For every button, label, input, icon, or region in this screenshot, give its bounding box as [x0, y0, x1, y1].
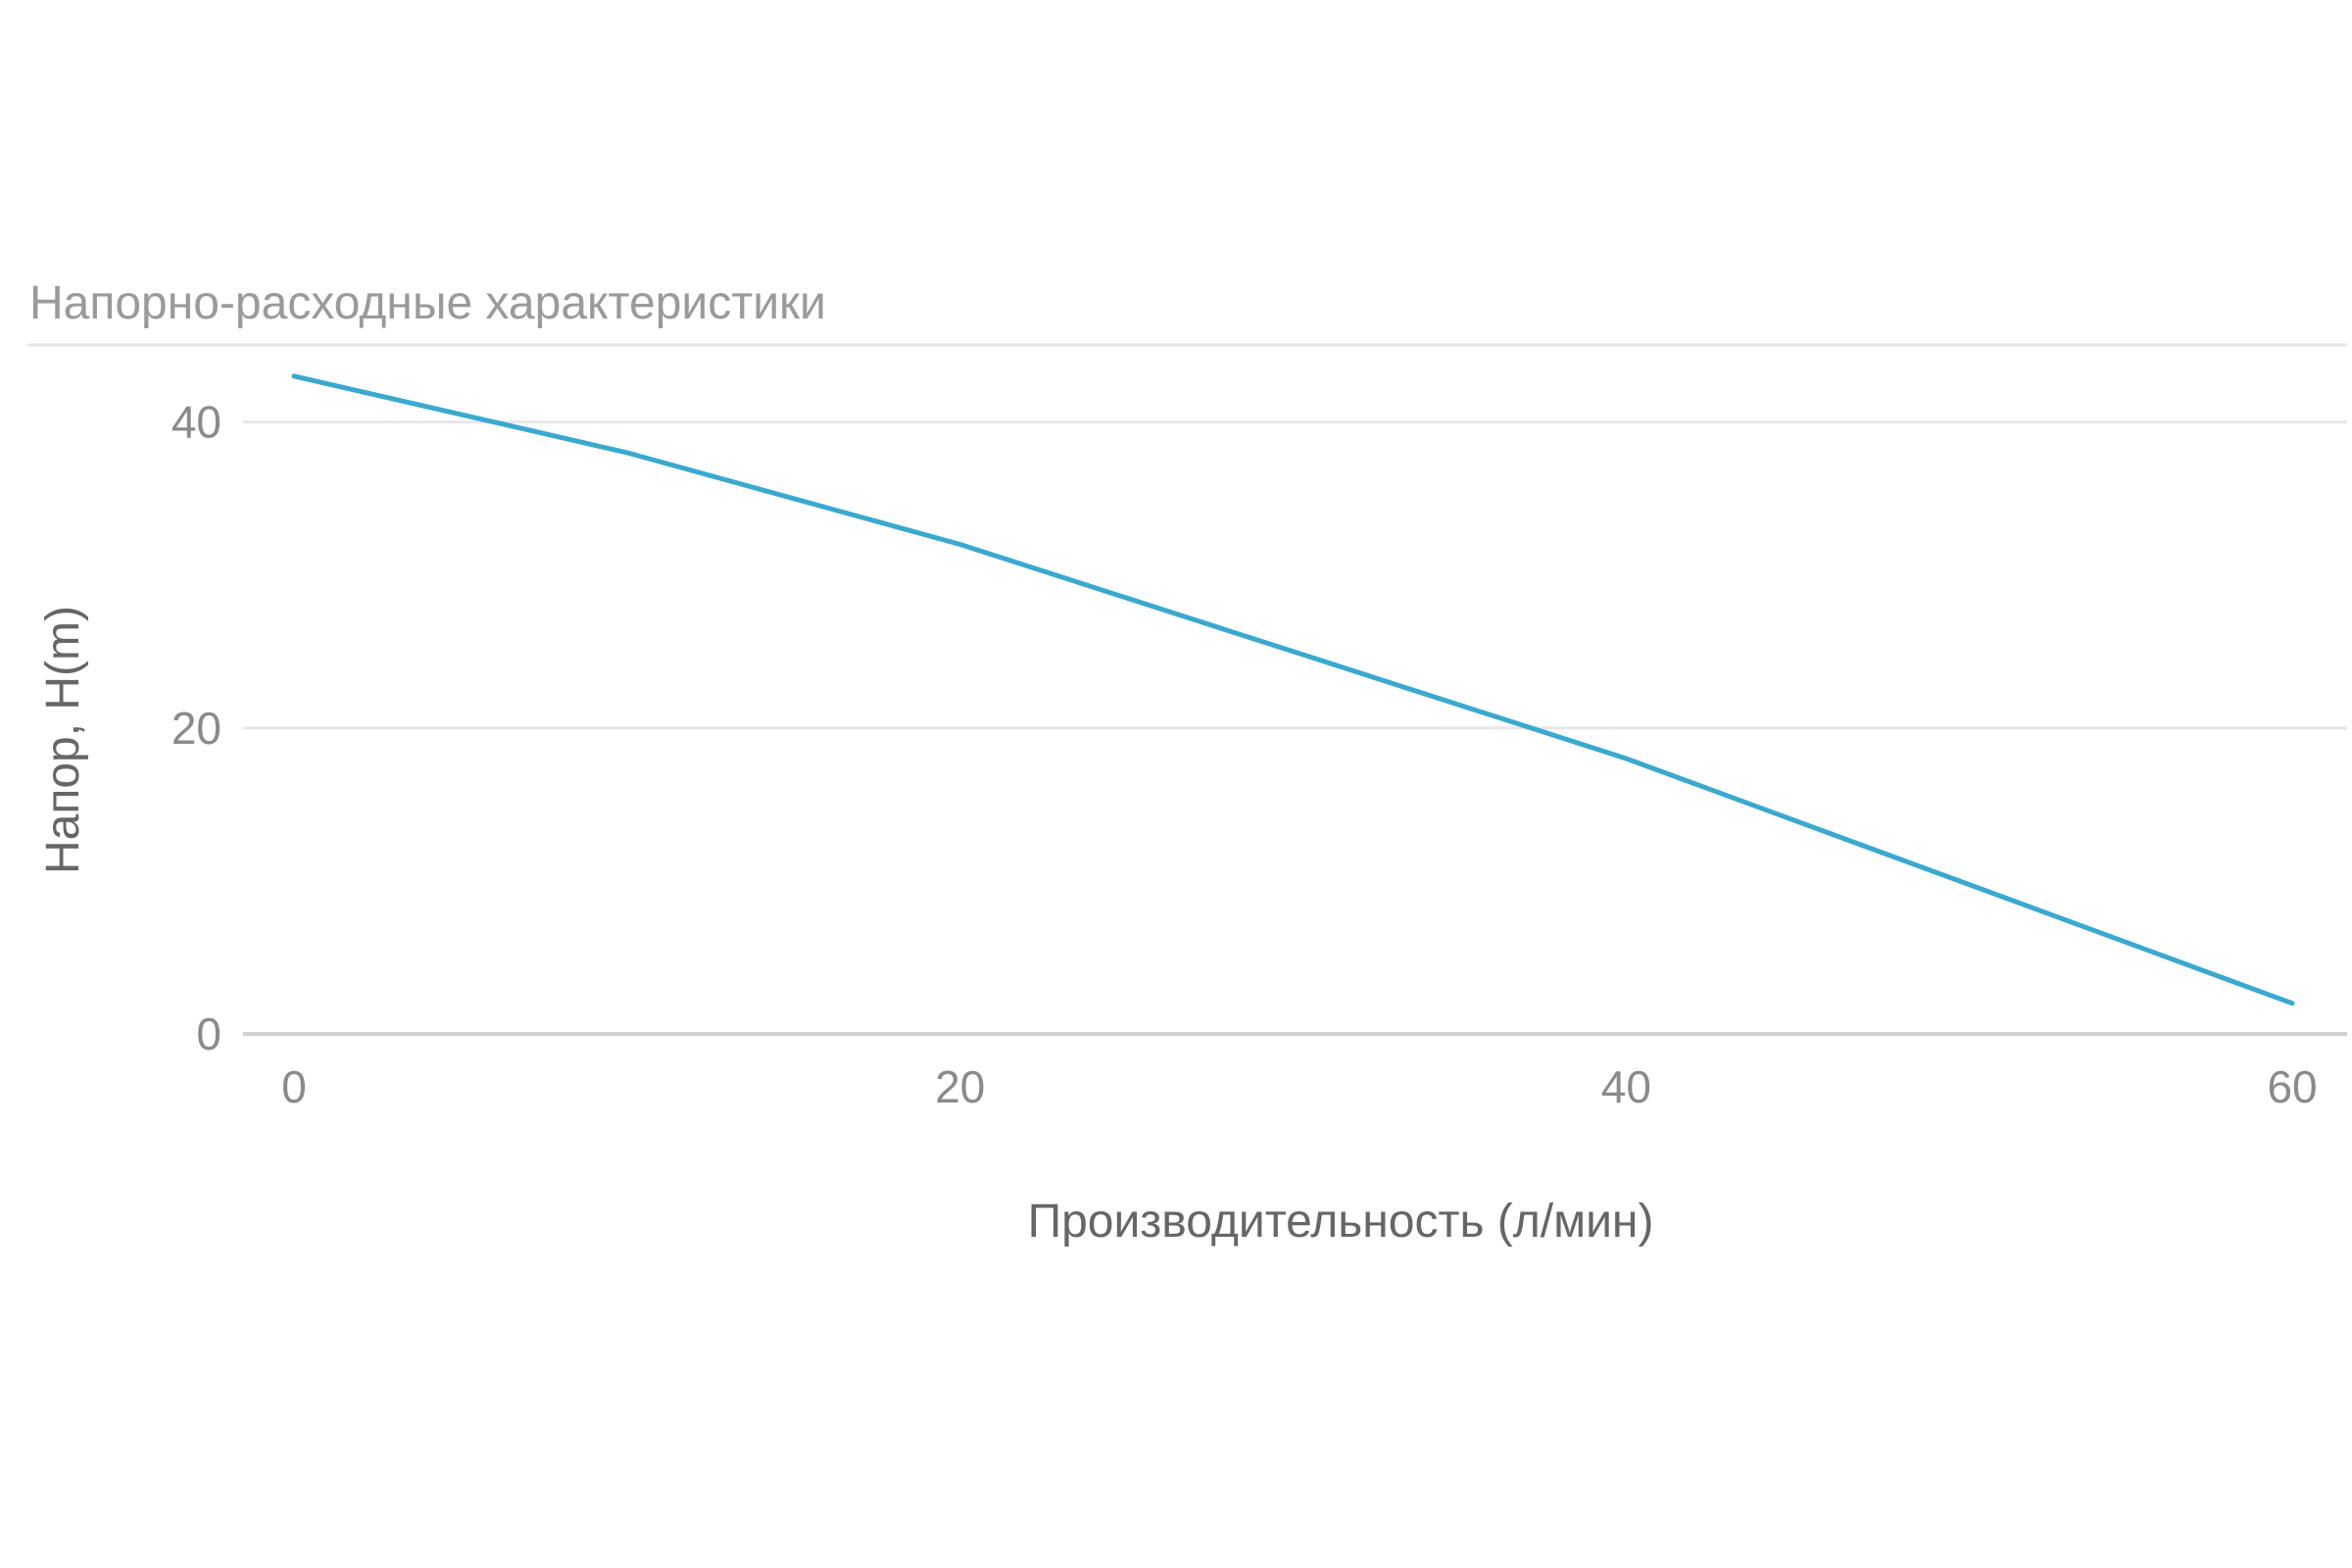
x-tick-label-40: 40	[1601, 1061, 1651, 1112]
x-tick-label-60: 60	[2267, 1061, 2317, 1112]
series-line-0	[291, 373, 2295, 1006]
y-tick-label-40: 40	[172, 397, 221, 448]
series-layer	[291, 373, 2295, 1006]
x-tick-label-0: 0	[281, 1061, 307, 1112]
x-axis-title: Производительность (л/мин)	[1028, 1196, 1654, 1248]
y-axis-title: Напор, H(m)	[37, 606, 89, 874]
y-tick-labels: 0 20 40	[172, 397, 221, 1059]
y-tick-label-20: 20	[172, 703, 221, 754]
x-tick-label-20: 20	[935, 1061, 985, 1112]
x-tick-labels: 0 20 40 60	[281, 1061, 2317, 1112]
grid-lines	[243, 420, 2347, 730]
chart-title: Напорно-расходные характеристики	[29, 277, 826, 329]
y-tick-label-0: 0	[196, 1008, 221, 1059]
